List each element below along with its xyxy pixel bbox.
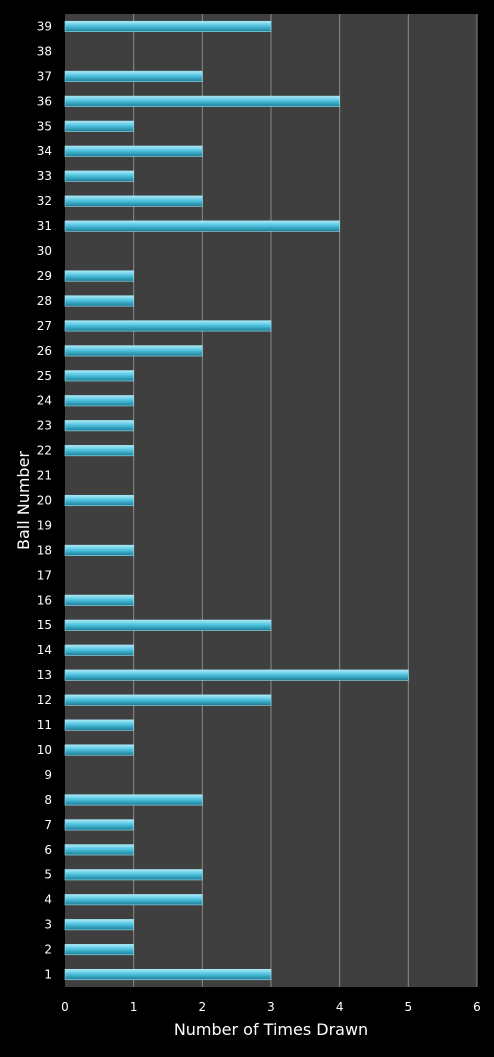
y-tick-label: 27	[37, 319, 52, 333]
y-tick-label: 19	[37, 518, 52, 532]
y-tick-label: 2	[44, 943, 52, 957]
y-tick-label: 23	[37, 419, 52, 433]
bar	[64, 295, 134, 307]
y-tick-label: 16	[37, 593, 52, 607]
bar	[64, 619, 272, 631]
y-tick-label: 28	[37, 294, 52, 308]
y-tick-label: 7	[44, 818, 52, 832]
x-tick-label: 3	[267, 1000, 275, 1014]
y-tick-label: 3	[44, 918, 52, 932]
y-tick-label: 1	[44, 968, 52, 982]
y-tick-label: 4	[44, 893, 52, 907]
y-tick-label: 25	[37, 369, 52, 383]
bars	[64, 20, 409, 981]
x-tick-label: 5	[405, 1000, 413, 1014]
bar	[64, 420, 134, 432]
y-tick-label: 14	[37, 643, 52, 657]
bar	[64, 395, 134, 407]
y-tick-label: 38	[37, 44, 52, 58]
bar	[64, 345, 203, 357]
bar	[64, 719, 134, 731]
y-tick-label: 13	[37, 668, 52, 682]
y-tick-label: 34	[37, 144, 52, 158]
bar	[64, 894, 203, 906]
y-tick-label: 29	[37, 269, 52, 283]
x-axis-label: Number of Times Drawn	[174, 1020, 368, 1039]
bar	[64, 20, 272, 33]
bar	[64, 445, 134, 457]
y-tick-label: 12	[37, 693, 52, 707]
bar	[64, 919, 134, 931]
y-tick-label: 5	[44, 868, 52, 882]
bar	[64, 320, 272, 332]
y-tick-label: 9	[44, 768, 52, 782]
y-tick-label: 31	[37, 219, 52, 233]
bar	[64, 270, 134, 282]
y-tick-label: 11	[37, 718, 52, 732]
x-tick-label: 6	[473, 1000, 481, 1014]
bar	[64, 370, 134, 382]
bar	[64, 694, 272, 706]
x-tick-labels: 0 1 2 3 4 5 6	[61, 1000, 481, 1014]
y-tick-label: 21	[37, 469, 52, 483]
y-tick-labels: 1234567891011121314151617181920212223242…	[37, 19, 52, 981]
x-tick-label: 0	[61, 1000, 69, 1014]
bar	[64, 494, 134, 507]
y-tick-label: 15	[37, 618, 52, 632]
bar	[64, 544, 134, 556]
x-tick-label: 2	[199, 1000, 207, 1014]
x-tick-label: 4	[336, 1000, 344, 1014]
bar	[64, 944, 134, 956]
y-tick-label: 35	[37, 119, 52, 133]
y-tick-label: 33	[37, 169, 52, 183]
bar	[64, 669, 409, 681]
y-tick-label: 8	[44, 793, 52, 807]
y-tick-label: 36	[37, 94, 52, 108]
bar	[64, 844, 134, 856]
y-tick-label: 22	[37, 444, 52, 458]
bar	[64, 170, 134, 182]
bar	[64, 819, 134, 831]
y-tick-label: 24	[37, 394, 52, 408]
bar	[64, 145, 203, 157]
y-axis-label: Ball Number	[14, 451, 33, 550]
y-tick-label: 30	[37, 244, 52, 258]
bar	[64, 195, 203, 207]
y-tick-label: 32	[37, 194, 52, 208]
y-tick-label: 10	[37, 743, 52, 757]
y-tick-label: 18	[37, 543, 52, 557]
bar	[64, 644, 134, 656]
bar	[64, 968, 272, 981]
y-tick-label: 6	[44, 843, 52, 857]
y-tick-label: 39	[37, 19, 52, 33]
bar	[64, 869, 203, 881]
y-tick-label: 26	[37, 344, 52, 358]
bar	[64, 70, 203, 82]
bar	[64, 120, 134, 132]
y-tick-label: 20	[37, 494, 52, 508]
bar	[64, 794, 203, 806]
y-tick-label: 17	[37, 568, 52, 582]
bar	[64, 220, 340, 232]
bar	[64, 95, 340, 107]
bar	[64, 744, 134, 756]
y-tick-label: 37	[37, 69, 52, 83]
bar	[64, 594, 134, 606]
x-tick-label: 1	[130, 1000, 138, 1014]
